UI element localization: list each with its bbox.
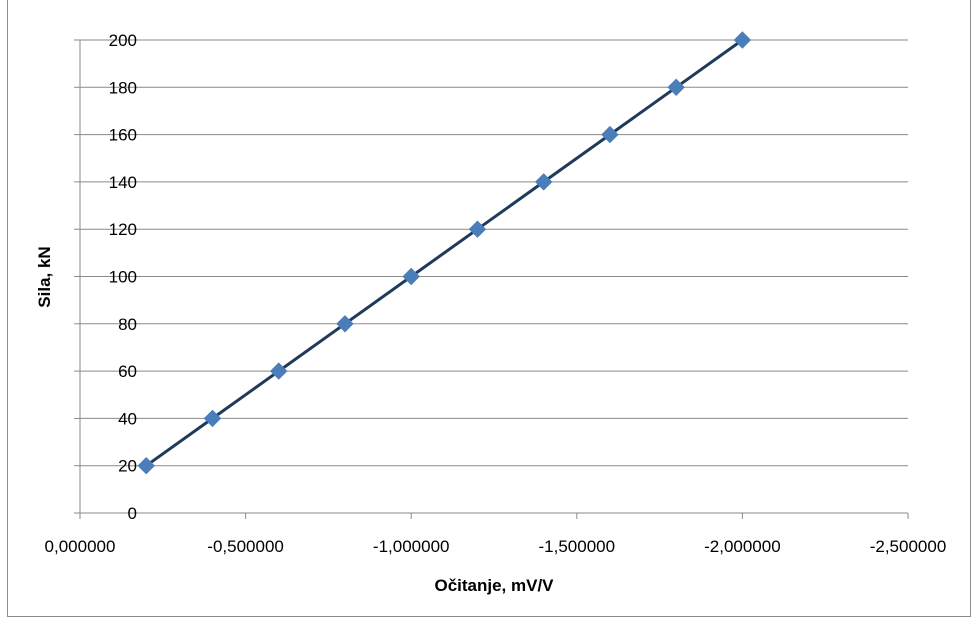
y-tick-label: 60: [118, 362, 137, 381]
y-tick-label: 20: [118, 457, 137, 476]
data-series: [137, 31, 752, 475]
x-tick-label: -1,000000: [373, 537, 450, 556]
y-tick-label: 100: [109, 268, 137, 287]
y-tick-label: 80: [118, 315, 137, 334]
data-point-marker: [534, 173, 553, 191]
y-tick-label: 200: [109, 31, 137, 50]
data-point-marker: [402, 267, 420, 286]
data-point-marker: [270, 362, 288, 380]
y-axis-tick-labels: 0 20 40 60 80 100 120 140 160 180 200: [109, 31, 137, 523]
data-point-marker: [203, 409, 222, 428]
series-line: [145, 38, 744, 467]
x-tick-label: 0,000000: [45, 537, 116, 556]
y-tick-label: 160: [109, 126, 137, 145]
axes: [74, 39, 909, 519]
data-point-marker: [468, 220, 487, 238]
x-axis-title: Očitanje, mV/V: [434, 576, 554, 595]
y-tick-label: 0: [128, 504, 137, 523]
x-tick-label: -1,500000: [539, 537, 616, 556]
data-point-marker: [733, 31, 752, 49]
y-tick-label: 120: [109, 220, 137, 239]
y-tick-label: 40: [118, 409, 137, 428]
y-tick-label: 140: [109, 173, 137, 192]
y-tick-label: 180: [109, 78, 137, 97]
x-tick-label: -2,000000: [704, 537, 781, 556]
data-point-marker: [137, 456, 155, 475]
y-axis-title: Sila, kN: [35, 246, 54, 307]
data-point-marker: [667, 78, 685, 97]
data-point-marker: [601, 125, 619, 144]
chart-frame: [7, 0, 971, 617]
gridlines: [80, 39, 908, 467]
x-tick-label: -2,500000: [870, 537, 947, 556]
data-point-marker: [336, 315, 354, 333]
x-axis-tick-labels: 0,000000 -0,500000 -1,000000 -1,500000 -2,00…: [45, 537, 947, 556]
x-tick-label: -0,500000: [207, 537, 284, 556]
